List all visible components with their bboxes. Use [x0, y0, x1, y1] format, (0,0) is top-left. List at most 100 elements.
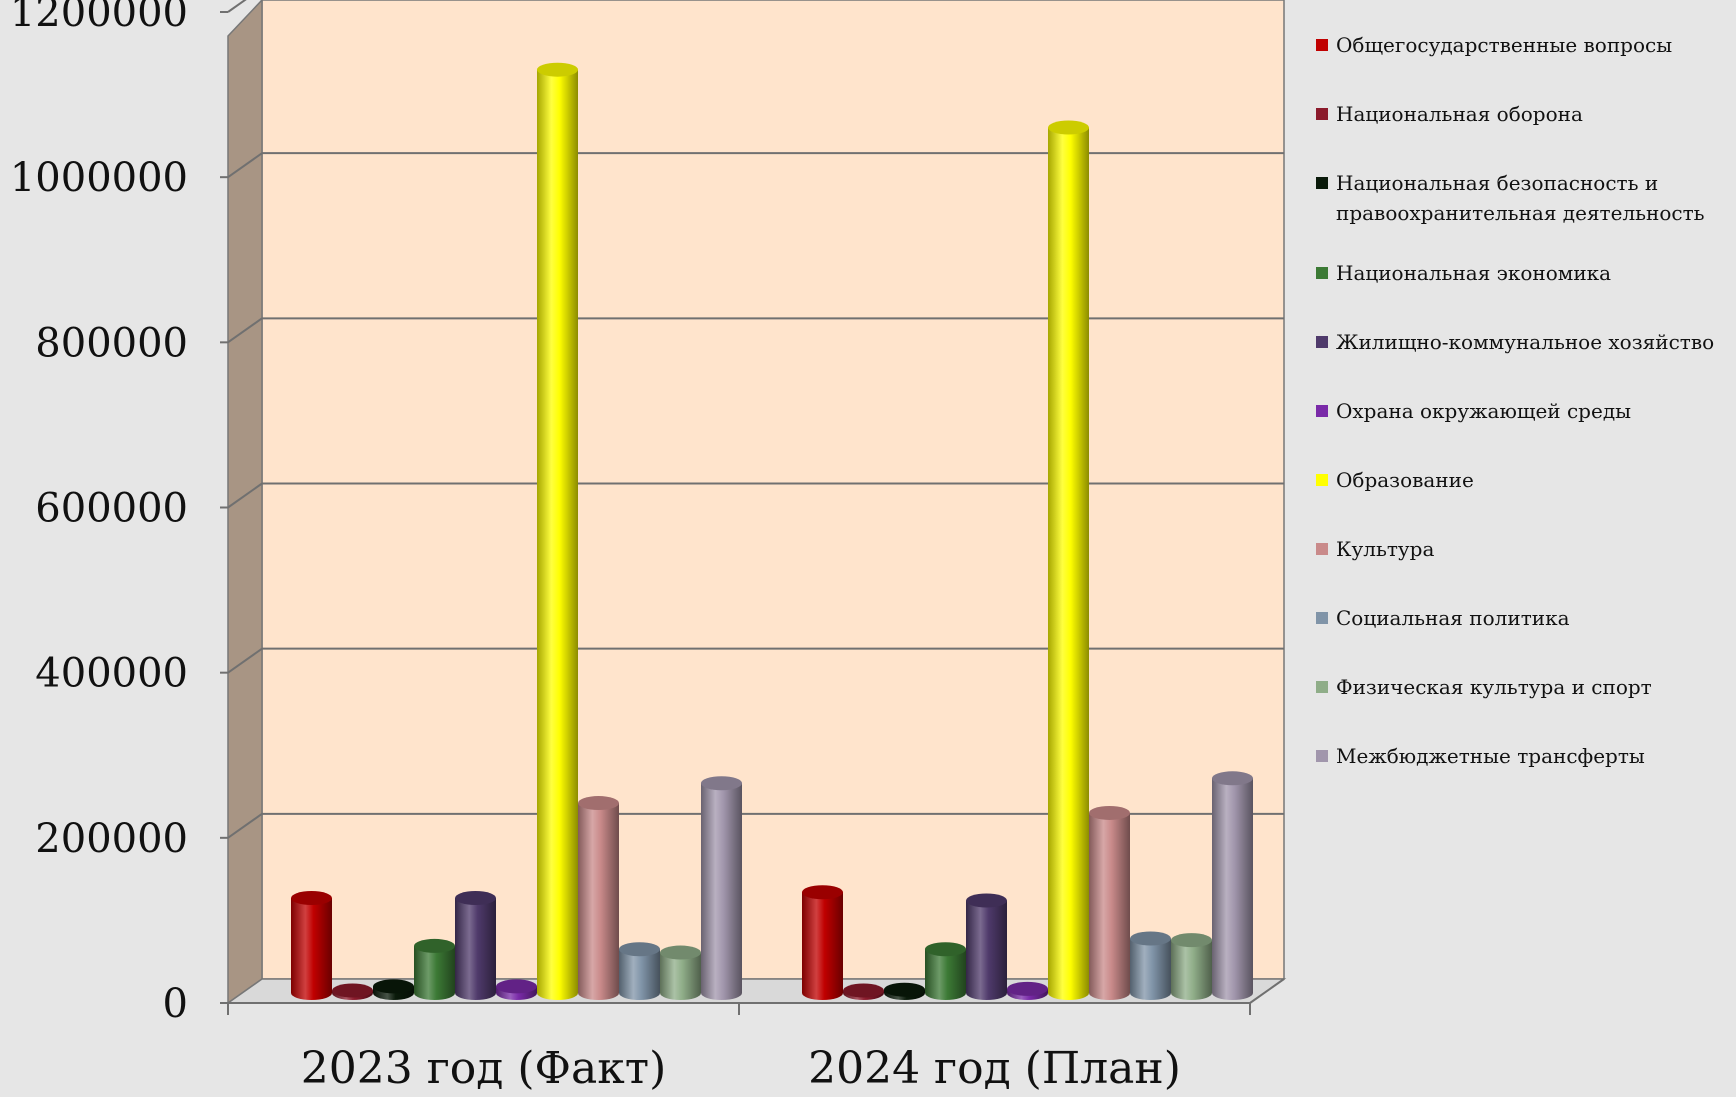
bar-base	[537, 986, 578, 1000]
bar-body	[1212, 778, 1253, 993]
bar	[843, 983, 884, 1000]
legend-label: Физическая культура и спорт	[1336, 675, 1652, 699]
legend-swatch	[1316, 39, 1328, 51]
x-category-label: 2023 год (Факт)	[301, 1043, 667, 1093]
bar-body	[1048, 127, 1089, 993]
bar-top	[1007, 981, 1048, 996]
bar-body	[291, 898, 332, 993]
bar	[578, 796, 619, 1000]
legend-swatch	[1316, 681, 1328, 693]
x-axis-edge	[1249, 978, 1285, 1004]
bar-base	[1048, 986, 1089, 1000]
legend-item: Охрана окружающей среды	[1316, 396, 1726, 426]
bar-base	[1171, 986, 1212, 1000]
bar	[414, 938, 455, 1000]
bar	[455, 891, 496, 1000]
bar-body	[802, 892, 843, 993]
bar-top	[925, 942, 966, 957]
gridline-side	[227, 482, 263, 509]
bar-top	[414, 938, 455, 953]
bar-body	[578, 803, 619, 993]
bar-body	[1089, 812, 1130, 993]
legend-item: Общегосударственные вопросы	[1316, 30, 1726, 60]
bar	[537, 62, 578, 1000]
bar	[332, 983, 373, 1000]
bar-top	[701, 776, 742, 791]
legend-swatch	[1316, 267, 1328, 279]
bar-body	[537, 69, 578, 994]
y-tick-label: 0	[163, 981, 188, 1027]
back-wall	[261, 0, 1285, 980]
bar-base	[660, 986, 701, 1000]
gridline-side	[227, 152, 263, 178]
gridline-side	[227, 317, 263, 344]
bar-base	[802, 986, 843, 1000]
gridline-side	[227, 647, 263, 674]
bar-top	[843, 983, 884, 998]
legend-label: Культура	[1336, 537, 1435, 561]
legend-label: Национальная безопасность и правоохранит…	[1336, 171, 1705, 225]
legend-label: Социальная политика	[1336, 606, 1570, 630]
bar-top	[802, 885, 843, 900]
bar-top	[578, 796, 619, 811]
bar-top	[884, 982, 925, 997]
legend-swatch	[1316, 543, 1328, 555]
bar-base	[291, 986, 332, 1000]
bar	[701, 776, 742, 1000]
legend-swatch	[1316, 177, 1328, 189]
bar	[291, 891, 332, 1000]
bar-body	[925, 949, 966, 993]
bar-top	[455, 891, 496, 906]
legend-item: Национальная безопасность и правоохранит…	[1316, 168, 1726, 228]
legend-label: Национальная экономика	[1336, 261, 1612, 285]
legend-item: Образование	[1316, 465, 1726, 495]
bar-base	[925, 986, 966, 1000]
y-tick-label: 1000000	[10, 155, 188, 201]
legend-swatch	[1316, 336, 1328, 348]
bar-body	[455, 898, 496, 993]
bar-base	[701, 986, 742, 1000]
bar-top	[537, 62, 578, 77]
bar-top	[660, 945, 701, 960]
bar-base	[578, 986, 619, 1000]
bar-top	[1089, 805, 1130, 820]
bar	[884, 982, 925, 1000]
bar-body	[1130, 938, 1171, 993]
bar-top	[1048, 120, 1089, 135]
y-tick-label: 600000	[35, 486, 188, 532]
bar-base	[619, 986, 660, 1000]
bar-body	[701, 783, 742, 993]
bar-body	[414, 945, 455, 993]
legend-swatch	[1316, 750, 1328, 762]
side-wall	[227, 0, 263, 1005]
y-tick-label: 400000	[35, 651, 188, 697]
bar-base	[966, 986, 1007, 1000]
legend-label: Национальная оборона	[1336, 102, 1583, 126]
bar-top	[1130, 931, 1171, 946]
legend-label: Образование	[1336, 468, 1474, 492]
bar-top	[966, 893, 1007, 908]
y-tick-label: 800000	[35, 320, 188, 366]
bar-base	[1089, 986, 1130, 1000]
bar-top	[1212, 771, 1253, 786]
legend-item: Национальная экономика	[1316, 258, 1726, 288]
bar-base	[1130, 986, 1171, 1000]
legend-item: Национальная оборона	[1316, 99, 1726, 129]
legend-label: Общегосударственные вопросы	[1336, 33, 1673, 57]
bar	[1089, 805, 1130, 1000]
bar	[496, 979, 537, 1000]
bar	[1130, 931, 1171, 1000]
bar-top	[373, 979, 414, 994]
bar-body	[966, 900, 1007, 993]
legend-label: Межбюджетные трансферты	[1336, 744, 1645, 768]
bar-base	[455, 986, 496, 1000]
bar-top	[619, 942, 660, 957]
bar-base	[1212, 986, 1253, 1000]
legend-item: Социальная политика	[1316, 603, 1726, 633]
bar-top	[332, 983, 373, 998]
legend-item: Культура	[1316, 534, 1726, 564]
bar	[925, 942, 966, 1000]
bar-base	[414, 986, 455, 1000]
